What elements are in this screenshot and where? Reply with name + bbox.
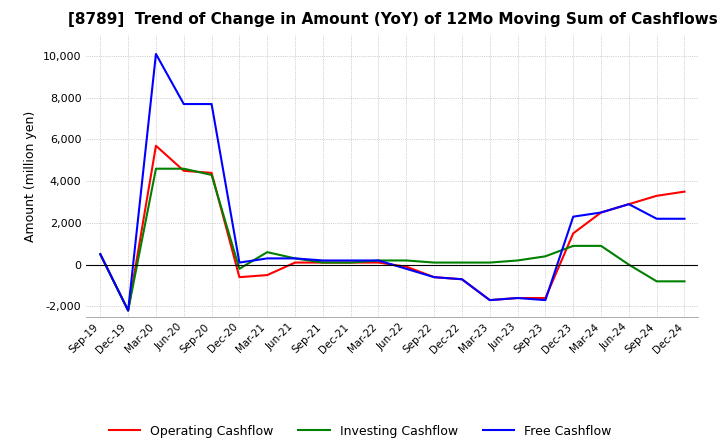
Investing Cashflow <box>96 252 104 257</box>
Investing Cashflow <box>430 260 438 265</box>
Free Cashflow <box>541 297 550 303</box>
Free Cashflow <box>96 252 104 257</box>
Operating Cashflow <box>652 193 661 198</box>
Operating Cashflow <box>263 272 271 278</box>
Operating Cashflow <box>346 260 355 265</box>
Free Cashflow <box>624 202 633 207</box>
Investing Cashflow <box>652 279 661 284</box>
Free Cashflow <box>652 216 661 221</box>
Free Cashflow <box>402 266 410 271</box>
Investing Cashflow <box>597 243 606 249</box>
Operating Cashflow <box>124 308 132 313</box>
Free Cashflow <box>291 256 300 261</box>
Operating Cashflow <box>541 295 550 301</box>
Operating Cashflow <box>430 275 438 280</box>
Operating Cashflow <box>318 260 327 265</box>
Free Cashflow <box>318 258 327 263</box>
Investing Cashflow <box>402 258 410 263</box>
Investing Cashflow <box>485 260 494 265</box>
Operating Cashflow <box>179 168 188 173</box>
Operating Cashflow <box>374 260 383 265</box>
Line: Operating Cashflow: Operating Cashflow <box>100 146 685 311</box>
Line: Free Cashflow: Free Cashflow <box>100 54 685 311</box>
Operating Cashflow <box>96 252 104 257</box>
Free Cashflow <box>207 101 216 106</box>
Operating Cashflow <box>152 143 161 148</box>
Operating Cashflow <box>291 260 300 265</box>
Free Cashflow <box>124 308 132 313</box>
Operating Cashflow <box>402 264 410 269</box>
Operating Cashflow <box>513 295 522 301</box>
Operating Cashflow <box>207 170 216 176</box>
Investing Cashflow <box>207 172 216 178</box>
Investing Cashflow <box>680 279 689 284</box>
Free Cashflow <box>263 256 271 261</box>
Free Cashflow <box>597 210 606 215</box>
Free Cashflow <box>513 295 522 301</box>
Investing Cashflow <box>263 249 271 255</box>
Investing Cashflow <box>374 258 383 263</box>
Free Cashflow <box>680 216 689 221</box>
Title: [8789]  Trend of Change in Amount (YoY) of 12Mo Moving Sum of Cashflows: [8789] Trend of Change in Amount (YoY) o… <box>68 12 717 27</box>
Operating Cashflow <box>235 275 243 280</box>
Investing Cashflow <box>513 258 522 263</box>
Free Cashflow <box>374 258 383 263</box>
Operating Cashflow <box>458 277 467 282</box>
Investing Cashflow <box>235 266 243 271</box>
Free Cashflow <box>346 258 355 263</box>
Investing Cashflow <box>569 243 577 249</box>
Free Cashflow <box>152 51 161 57</box>
Free Cashflow <box>458 277 467 282</box>
Investing Cashflow <box>291 256 300 261</box>
Investing Cashflow <box>346 260 355 265</box>
Operating Cashflow <box>569 231 577 236</box>
Investing Cashflow <box>541 254 550 259</box>
Investing Cashflow <box>152 166 161 171</box>
Investing Cashflow <box>624 262 633 267</box>
Operating Cashflow <box>597 210 606 215</box>
Investing Cashflow <box>179 166 188 171</box>
Free Cashflow <box>235 260 243 265</box>
Y-axis label: Amount (million yen): Amount (million yen) <box>24 110 37 242</box>
Free Cashflow <box>179 101 188 106</box>
Investing Cashflow <box>318 260 327 265</box>
Investing Cashflow <box>458 260 467 265</box>
Free Cashflow <box>430 275 438 280</box>
Free Cashflow <box>485 297 494 303</box>
Investing Cashflow <box>124 308 132 313</box>
Operating Cashflow <box>680 189 689 194</box>
Line: Investing Cashflow: Investing Cashflow <box>100 169 685 311</box>
Legend: Operating Cashflow, Investing Cashflow, Free Cashflow: Operating Cashflow, Investing Cashflow, … <box>104 420 616 440</box>
Operating Cashflow <box>485 297 494 303</box>
Operating Cashflow <box>624 202 633 207</box>
Free Cashflow <box>569 214 577 219</box>
